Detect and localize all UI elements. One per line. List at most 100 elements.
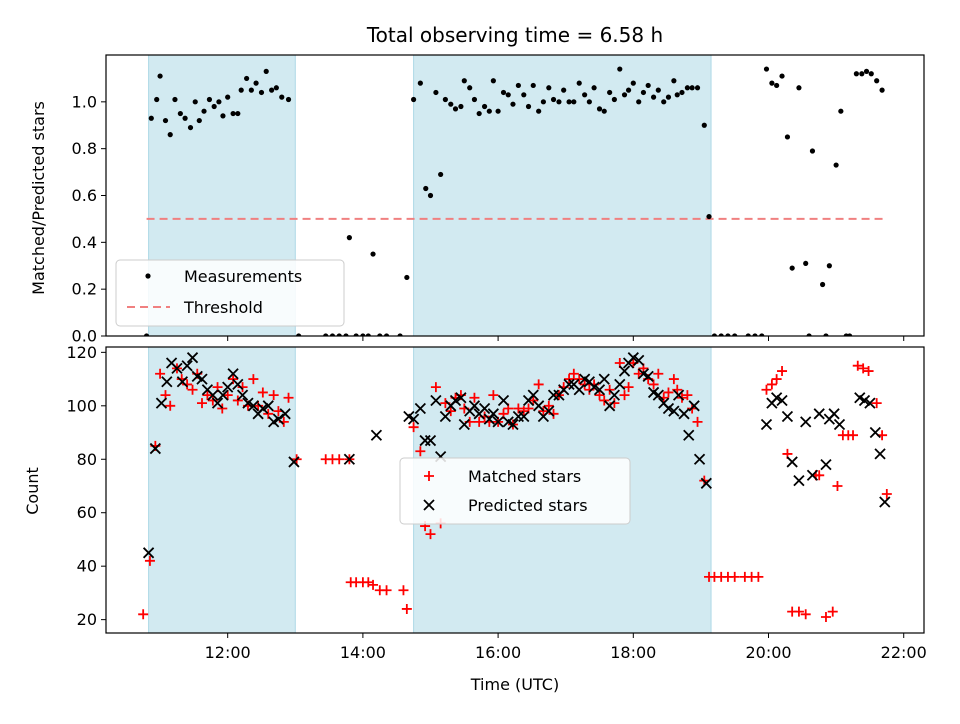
matched-star-point [182, 379, 193, 390]
measurement-point [481, 103, 488, 110]
measurement-point [847, 333, 853, 336]
measurement-point [874, 78, 880, 84]
predicted-star-point [828, 408, 840, 420]
measurement-point [607, 89, 613, 96]
matched-star-point [777, 366, 788, 377]
predicted-star-point [662, 402, 675, 415]
measurement-point [556, 99, 562, 105]
measurement-point [495, 108, 501, 114]
measurement-point [438, 171, 444, 178]
predicted-star-point [186, 352, 199, 364]
predicted-star-point [543, 405, 555, 417]
matched-star-point [368, 579, 379, 590]
matched-star-point [881, 489, 892, 500]
predicted-star-point [588, 381, 600, 393]
measurement-point [561, 87, 567, 93]
predicted-star-point [608, 389, 621, 401]
measurement-point [711, 333, 718, 336]
bottom-ytick-label: 80 [77, 450, 97, 469]
measurement-point [617, 66, 623, 72]
predicted-star-point [563, 378, 575, 391]
matched-star-point [398, 585, 409, 596]
predicted-star-point [833, 418, 846, 431]
predicted-star-point [604, 400, 616, 412]
matched-star-point [619, 390, 630, 401]
measurement-point [461, 78, 467, 84]
bottom-ytick-label: 120 [66, 343, 97, 362]
measurement-point [853, 71, 859, 77]
measurement-point [467, 85, 473, 91]
measurement-point [273, 85, 279, 91]
matched-star-point [222, 390, 233, 401]
predicted-star-point [874, 448, 886, 460]
legend-marker-measurements [145, 273, 151, 279]
predicted-star-point [288, 456, 300, 468]
measurement-point [192, 99, 198, 105]
measurement-point [182, 115, 188, 121]
measurement-point [244, 75, 250, 82]
measurement-point [550, 96, 557, 103]
predicted-star-point [207, 389, 219, 401]
matched-star-point [584, 384, 595, 395]
measurement-point [806, 333, 812, 336]
measurement-point [706, 213, 712, 220]
measurement-point [346, 235, 352, 241]
matched-star-point [858, 363, 869, 374]
matched-star-point [263, 408, 274, 419]
measurement-point [410, 96, 417, 103]
measurement-point [650, 94, 657, 100]
measurement-point [279, 94, 285, 100]
matched-star-point [165, 400, 176, 411]
top-ytick-label: 1.0 [72, 92, 97, 111]
measurement-point [448, 101, 454, 107]
predicted-star-point [211, 397, 224, 409]
predicted-star-point [279, 408, 291, 420]
measurement-point [525, 103, 532, 110]
measurement-point [458, 103, 464, 110]
predicted-star-point [693, 453, 706, 465]
legend-label-predicted: Predicted stars [468, 496, 588, 515]
predicted-star-point [820, 458, 832, 471]
measurement-point [196, 117, 202, 124]
matched-star-point [594, 390, 605, 401]
matched-star-point [800, 609, 811, 620]
measurement-point [471, 96, 478, 103]
predicted-star-point [786, 456, 798, 468]
measurement-point [879, 87, 885, 93]
bottom-legend: Matched stars Predicted stars [399, 457, 631, 525]
measurement-point [360, 333, 366, 336]
matched-star-point [430, 382, 441, 393]
predicted-star-point [161, 376, 173, 388]
matched-star-point [766, 379, 777, 390]
measurement-point [216, 99, 222, 105]
matched-star-point [548, 408, 559, 419]
matched-star-point [415, 446, 426, 457]
top-ytick-label: 0.4 [72, 233, 97, 252]
measurement-point [206, 96, 213, 103]
measurement-point [490, 78, 496, 84]
measurement-point [253, 80, 259, 86]
matched-star-point [268, 390, 279, 401]
measurement-point [701, 122, 707, 128]
matched-star-point [144, 555, 155, 566]
predicted-star-point [483, 413, 495, 425]
matched-star-point [623, 382, 634, 393]
predicted-star-point [439, 410, 452, 423]
measurement-point [248, 87, 254, 93]
matched-star-point [283, 392, 294, 403]
predicted-star-point [478, 402, 491, 415]
measurement-point [143, 333, 150, 336]
measurement-point [625, 87, 632, 93]
predicted-star-point [573, 384, 585, 396]
predicted-star-point [793, 475, 805, 487]
matched-star-point [692, 416, 703, 427]
predicted-star-point [864, 397, 876, 409]
predicted-star-point [781, 410, 794, 423]
predicted-star-point [430, 394, 442, 407]
matched-star-point [568, 368, 579, 379]
top-ytick-label: 0.0 [72, 327, 97, 346]
measurement-point [201, 108, 207, 114]
measurement-point [235, 110, 241, 117]
xtick-label: 12:00 [205, 643, 251, 662]
measurement-point [148, 115, 154, 121]
